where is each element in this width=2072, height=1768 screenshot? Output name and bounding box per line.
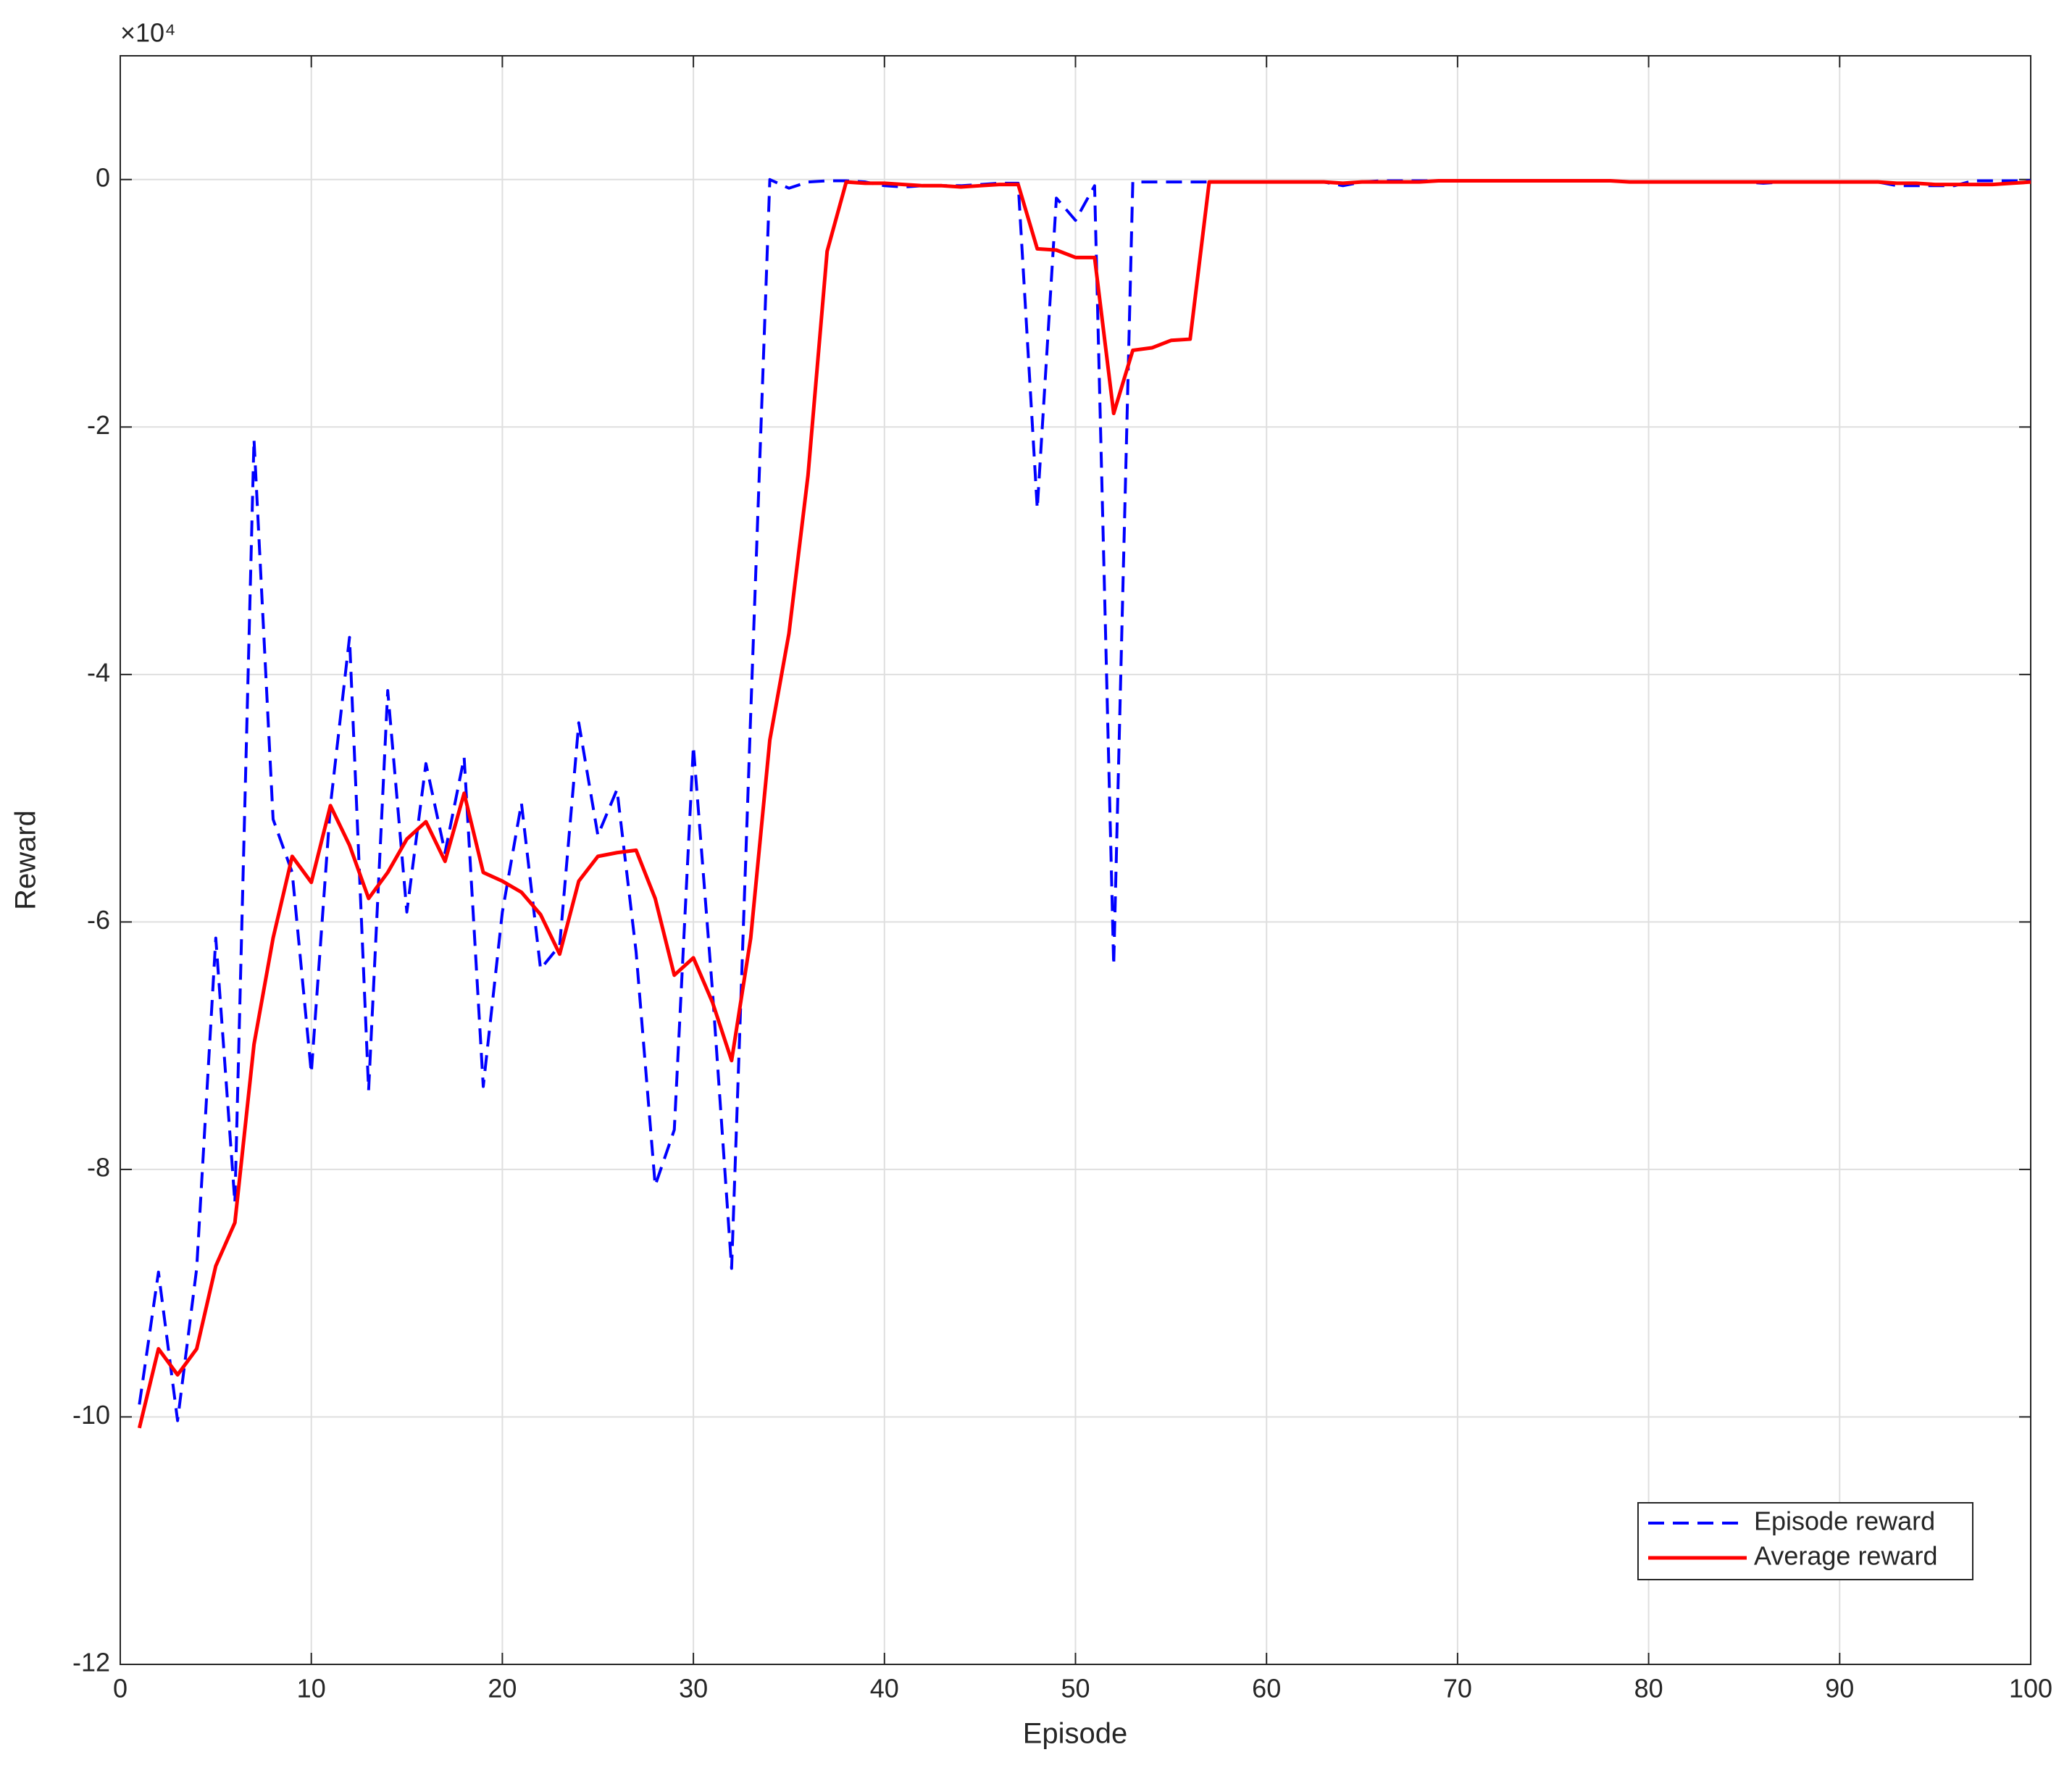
y-tick-label: -6 xyxy=(87,905,110,935)
x-tick-label: 60 xyxy=(1252,1674,1281,1704)
y-tick-label: -2 xyxy=(87,410,110,440)
x-tick-label: 70 xyxy=(1443,1674,1472,1704)
x-tick-label: 50 xyxy=(1061,1674,1090,1704)
legend-box xyxy=(1637,1502,1973,1580)
legend-label: Average reward xyxy=(1754,1541,1937,1571)
x-tick-label: 40 xyxy=(870,1674,899,1704)
x-tick-label: 0 xyxy=(113,1674,128,1704)
x-tick-label: 10 xyxy=(297,1674,326,1704)
y-axis-label: Reward xyxy=(10,810,42,910)
y-tick-label: -10 xyxy=(72,1400,110,1430)
axes-box xyxy=(120,55,2031,1665)
x-tick-label: 30 xyxy=(679,1674,708,1704)
y-tick-label: -4 xyxy=(87,657,110,687)
x-tick-label: 100 xyxy=(2009,1674,2052,1704)
y-exponent: ×10⁴ xyxy=(120,18,176,48)
y-tick-label: -12 xyxy=(72,1648,110,1677)
x-tick-label: 20 xyxy=(488,1674,517,1704)
x-tick-label: 90 xyxy=(1825,1674,1854,1704)
data-line xyxy=(137,178,2031,1429)
legend-label: Episode reward xyxy=(1754,1506,1935,1536)
x-axis-label: Episode xyxy=(1023,1718,1128,1750)
legend: Episode reward Average reward xyxy=(1637,1502,1973,1580)
y-tick-label: 0 xyxy=(96,162,110,192)
y-tick-label: -8 xyxy=(87,1152,110,1182)
x-tick-label: 80 xyxy=(1634,1674,1663,1704)
